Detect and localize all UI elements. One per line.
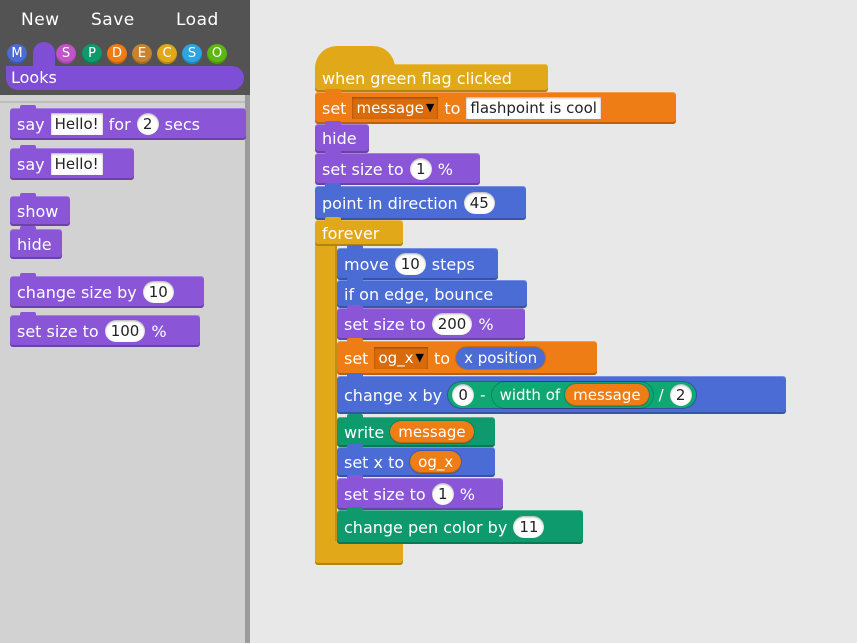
dropdown-arrow-icon: ▼ [425, 101, 435, 114]
block-text: set size to [322, 159, 404, 179]
block-text: say [17, 114, 45, 134]
block-text: % [459, 484, 475, 504]
set-size-block[interactable]: set size to 1 % [315, 150, 480, 185]
x-position-reporter[interactable]: x position [456, 347, 546, 369]
palette-hide-block[interactable]: hide [10, 226, 62, 259]
message-variable-reporter[interactable]: message [390, 421, 474, 443]
number-input[interactable]: 10 [142, 281, 174, 303]
divide-operator-reporter[interactable]: width of message [491, 382, 653, 408]
change-x-by-block[interactable]: change x by 0 - width of message / 2 [337, 373, 786, 414]
block-text: secs [164, 114, 200, 134]
set-message-block[interactable]: set message ▼ to flashpoint is cool [315, 89, 676, 124]
palette-set-size-block[interactable]: set size to 100 % [10, 312, 200, 347]
palette-say-block[interactable]: say Hello! [10, 145, 134, 180]
set-og-x-block[interactable]: set og_x ▼ to x position [337, 338, 597, 375]
set-x-to-block[interactable]: set x to og_x [337, 444, 495, 477]
block-text: change pen color by [344, 517, 508, 537]
number-input[interactable]: 1 [409, 158, 432, 180]
forever-c-arm [315, 243, 337, 563]
block-text: to [444, 98, 461, 118]
forever-c-bottom [315, 541, 403, 565]
block-text: change size by [17, 282, 137, 302]
block-text: steps [431, 254, 475, 274]
category-events[interactable]: E [132, 44, 152, 64]
block-text: when green flag clicked [322, 68, 512, 88]
block-text: write [344, 422, 385, 442]
palette-show-block[interactable]: show [10, 193, 70, 226]
number-input[interactable]: 0 [452, 384, 475, 406]
block-text: show [17, 201, 59, 221]
block-text: % [478, 314, 494, 334]
bounce-block[interactable]: if on edge, bounce [337, 277, 527, 308]
operator-text: - [480, 386, 486, 404]
block-text: change x by [344, 385, 443, 405]
block-palette [0, 95, 245, 643]
block-text: hide [17, 234, 52, 254]
block-text: to [434, 348, 451, 368]
palette-say-for-secs-block[interactable]: say Hello! for 2 secs [10, 105, 246, 140]
move-steps-block[interactable]: move 10 steps [337, 245, 498, 280]
dropdown-value: message [356, 99, 424, 117]
category-data[interactable]: D [107, 44, 127, 64]
block-text: % [151, 321, 167, 341]
block-text: set [322, 98, 347, 118]
block-text: forever [322, 223, 380, 243]
number-input[interactable]: 45 [463, 192, 495, 214]
palette-scrollbar-divider[interactable] [245, 95, 250, 643]
block-text: set x to [344, 452, 405, 472]
minus-operator-reporter[interactable]: 0 - width of message / 2 [448, 382, 696, 408]
block-text: set [344, 348, 369, 368]
when-flag-clicked-hat-block[interactable]: when green flag clicked [315, 46, 548, 92]
dropdown-value: og_x [378, 349, 414, 367]
category-sound[interactable]: S [56, 44, 76, 64]
set-size-block[interactable]: set size to 200 % [337, 305, 525, 340]
block-text: set size to [17, 321, 99, 341]
variable-dropdown[interactable]: message ▼ [352, 97, 439, 119]
category-control[interactable]: C [157, 44, 177, 64]
number-input[interactable]: 2 [136, 113, 159, 135]
dropdown-arrow-icon: ▼ [415, 351, 424, 364]
text-input[interactable]: Hello! [50, 113, 103, 135]
forever-block[interactable]: forever [315, 217, 403, 246]
number-input[interactable]: 11 [513, 516, 545, 538]
top-toolbar: New Save Load M S P D E C S O Looks [0, 0, 250, 95]
number-input[interactable]: 10 [394, 253, 426, 275]
category-pen[interactable]: P [82, 44, 102, 64]
block-text: move [344, 254, 389, 274]
new-button[interactable]: New [21, 10, 60, 30]
block-text: set size to [344, 314, 426, 334]
change-pen-color-block[interactable]: change pen color by 11 [337, 507, 583, 544]
block-text: point in direction [322, 193, 458, 213]
write-block[interactable]: write message [337, 414, 495, 447]
variable-dropdown[interactable]: og_x ▼ [374, 347, 428, 369]
block-text: say [17, 154, 45, 174]
text-input[interactable]: Hello! [50, 153, 103, 175]
number-input[interactable]: 100 [104, 320, 146, 342]
block-text: set size to [344, 484, 426, 504]
category-motion[interactable]: M [7, 44, 27, 64]
message-variable-reporter[interactable]: message [565, 384, 649, 406]
point-in-direction-block[interactable]: point in direction 45 [315, 183, 526, 220]
category-tab-looks-selected[interactable] [33, 42, 55, 70]
load-button[interactable]: Load [176, 10, 219, 30]
save-button[interactable]: Save [91, 10, 135, 30]
category-operators[interactable]: O [207, 44, 227, 64]
block-text: width of [499, 386, 561, 404]
text-input[interactable]: flashpoint is cool [466, 97, 601, 119]
category-header: Looks [6, 66, 244, 90]
category-sensing[interactable]: S [182, 44, 202, 64]
og-x-variable-reporter[interactable]: og_x [410, 451, 462, 473]
palette-separator [0, 101, 245, 103]
operator-text: / [658, 386, 664, 404]
number-input[interactable]: 2 [669, 384, 692, 406]
block-text: if on edge, bounce [344, 284, 494, 304]
number-input[interactable]: 1 [431, 483, 454, 505]
block-text: % [437, 159, 453, 179]
set-size-block[interactable]: set size to 1 % [337, 475, 503, 510]
hide-block[interactable]: hide [315, 121, 369, 153]
block-text: for [108, 114, 131, 134]
block-text: hide [322, 129, 357, 148]
number-input[interactable]: 200 [431, 313, 473, 335]
palette-change-size-block[interactable]: change size by 10 [10, 273, 204, 308]
